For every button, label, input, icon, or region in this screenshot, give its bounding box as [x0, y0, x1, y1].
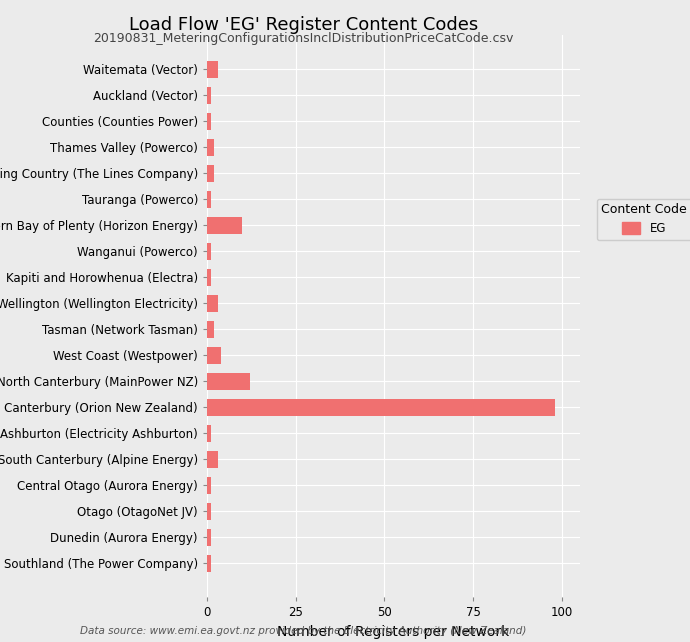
- Bar: [207, 295, 217, 311]
- Bar: [207, 165, 214, 182]
- Legend: EG: EG: [597, 198, 690, 240]
- Bar: [207, 269, 210, 286]
- X-axis label: Number of Registers per Network: Number of Registers per Network: [277, 625, 509, 639]
- Bar: [207, 528, 210, 546]
- Bar: [207, 61, 217, 78]
- Bar: [207, 476, 210, 494]
- Bar: [207, 347, 221, 363]
- Text: Data source: www.emi.ea.govt.nz provided by the Electricity Authority (New Zeala: Data source: www.emi.ea.govt.nz provided…: [81, 625, 526, 636]
- Bar: [207, 243, 210, 259]
- Bar: [207, 373, 250, 390]
- Text: 20190831_MeteringConfigurationsInclDistributionPriceCatCode.csv: 20190831_MeteringConfigurationsInclDistr…: [93, 32, 514, 45]
- Bar: [207, 399, 555, 415]
- Bar: [207, 321, 214, 338]
- Bar: [207, 87, 210, 104]
- Bar: [207, 139, 214, 156]
- Bar: [207, 425, 210, 442]
- Bar: [207, 503, 210, 519]
- Bar: [207, 451, 217, 467]
- Bar: [207, 191, 210, 207]
- Text: Load Flow 'EG' Register Content Codes: Load Flow 'EG' Register Content Codes: [129, 16, 478, 34]
- Bar: [207, 217, 242, 234]
- Bar: [207, 555, 210, 571]
- Bar: [207, 113, 210, 130]
